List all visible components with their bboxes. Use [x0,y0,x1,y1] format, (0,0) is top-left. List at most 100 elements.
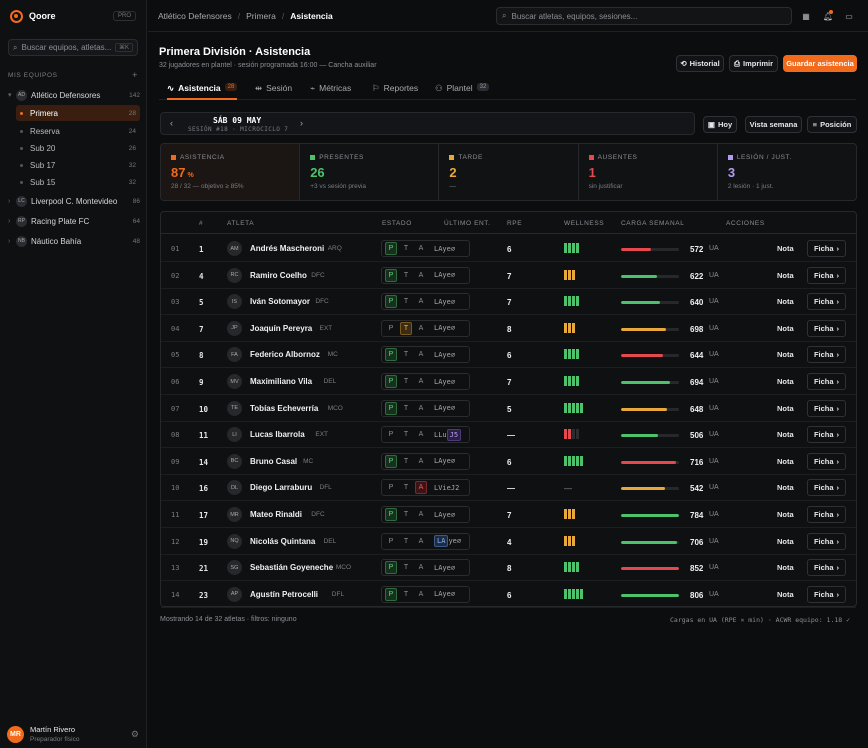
state-p-toggle[interactable]: P [388,484,394,492]
athlete-name[interactable]: Bruno Casal [250,456,298,466]
attendance-state-selector[interactable]: P T A LVie J2 [381,479,470,497]
chat-icon[interactable]: ▭ [845,11,853,21]
nota-button[interactable]: Nota [777,350,794,360]
sidebar-search-input[interactable]: ⌕ Buscar equipos, atletas... ⌘K [8,39,138,56]
state-t-toggle[interactable]: T [403,484,409,492]
state-a-toggle[interactable]: A [418,431,424,439]
state-p-toggle[interactable]: P [385,454,397,468]
global-search-input[interactable]: ⌕ Buscar atletas, equipos, sesiones... [496,7,792,25]
state-t-toggle[interactable]: T [403,537,409,545]
state-t-toggle[interactable]: T [403,564,409,572]
state-t-toggle[interactable]: T [403,245,409,252]
nota-button[interactable]: Nota [777,244,794,253]
state-a-toggle[interactable]: A [418,537,424,545]
sidebar-team-item[interactable]: › NB Náutico Bahía 48 [8,234,140,248]
ficha-button[interactable]: Ficha › [807,346,846,364]
state-p-toggle[interactable]: P [385,268,397,282]
ficha-button[interactable]: Ficha › [807,426,846,444]
table-row[interactable]: 06 9 MV Maximiliano Vila DEL P T A LAye∅ 7 … [161,368,856,395]
table-row[interactable]: 01 1 AM Andrés Mascheroni ARQ P T A LAye∅ 6… [161,235,856,262]
guardar-asistencia-button[interactable]: Guardar asistencia [783,55,857,72]
ficha-button[interactable]: Ficha › [807,506,846,523]
athlete-name[interactable]: Mateo Rinaldi [250,510,303,519]
sidebar-subteam-item[interactable]: Sub 15 32 [16,174,140,190]
state-p-toggle[interactable]: P [388,431,394,439]
athlete-name[interactable]: Maximiliano Vila [250,377,313,386]
ficha-button[interactable]: Ficha › [807,559,846,577]
chevron-right-icon[interactable]: › [300,118,303,128]
user-profile[interactable]: MR Martín Rivero Preparador físico ⚙ [7,724,139,744]
tab-reportes[interactable]: ⚐ Reportes [372,83,419,93]
state-t-toggle[interactable]: T [403,511,409,518]
nota-button[interactable]: Nota [777,483,794,493]
state-p-toggle[interactable]: P [388,324,394,332]
ficha-button[interactable]: Ficha › [807,373,846,390]
state-a-toggle[interactable]: A [418,324,424,332]
brand[interactable]: Qoore PRO [10,8,136,24]
ficha-button[interactable]: Ficha › [807,399,846,417]
state-p-toggle[interactable]: P [385,508,397,521]
sidebar-subteam-item[interactable]: Sub 17 32 [16,157,140,173]
ficha-button[interactable]: Ficha › [807,266,846,284]
sidebar-subteam-item[interactable]: Sub 20 26 [16,140,140,156]
athlete-name[interactable]: Tobías Echeverría [250,403,319,413]
state-t-toggle[interactable]: T [403,431,409,439]
state-a-toggle[interactable]: A [415,481,427,495]
sidebar-team-item[interactable]: › LC Liverpool C. Montevideo 86 [8,194,140,208]
state-p-toggle[interactable]: P [385,242,397,255]
athlete-name[interactable]: Sebastián Goyeneche [250,563,334,573]
nota-button[interactable]: Nota [777,589,794,599]
ficha-button[interactable]: Ficha › [807,585,846,603]
state-a-toggle[interactable]: A [418,511,424,518]
state-a-toggle[interactable]: A [418,378,424,385]
state-t-toggle[interactable]: T [403,457,409,465]
state-p-toggle[interactable]: P [385,348,397,362]
table-row[interactable]: 04 7 JP Joaquín Pereyra EXT P T A LAye∅ 8 6… [161,315,856,342]
ficha-button[interactable]: Ficha › [807,293,846,311]
breadcrumb-team[interactable]: Atlético Defensores [158,11,232,21]
state-t-toggle[interactable]: T [403,351,409,359]
historial-button[interactable]: ⟲ Historial [676,55,724,72]
nota-button[interactable]: Nota [777,563,794,573]
table-row[interactable]: 14 23 AP Agustín Petrocelli DFL P T A LAye∅… [161,581,856,608]
tab-metricas[interactable]: ⌁ Métricas [310,83,352,93]
table-row[interactable]: 07 10 TE Tobías Echeverría MCO P T A LAye∅ … [161,395,856,422]
nota-button[interactable]: Nota [777,270,794,280]
table-row[interactable]: 02 4 RC Ramiro Coelho DFC P T A LAye∅ 7 622… [161,262,856,289]
table-row[interactable]: 11 17 MR Mateo Rinaldi DFC P T A LAye∅ 7 78… [161,501,856,528]
state-a-toggle[interactable]: A [418,404,424,412]
table-row[interactable]: 08 11 LI Lucas Ibarrola EXT P T A LLu J5 — 5… [161,421,856,449]
ficha-button[interactable]: Ficha › [807,452,846,470]
table-row[interactable]: 05 8 FA Federico Albornoz MC P T A LAye∅ 6 … [161,341,856,369]
table-row[interactable]: 09 14 BC Bruno Casal MC P T A LAye∅ 6 716 U… [161,448,856,475]
nota-button[interactable]: Nota [777,510,794,519]
ficha-button[interactable]: Ficha › [807,319,846,337]
athlete-name[interactable]: Nicolás Quintana [250,536,316,546]
athlete-name[interactable]: Federico Albornoz [250,350,320,360]
state-p-toggle[interactable]: P [385,401,397,415]
gear-icon[interactable]: ⚙ [130,728,139,739]
ficha-button[interactable]: Ficha › [807,479,846,497]
ficha-button[interactable]: Ficha › [807,532,846,550]
nota-button[interactable]: Nota [777,323,794,333]
vista-semana-button[interactable]: Vista semana [745,116,802,133]
table-row[interactable]: 03 5 IS Iván Sotomayor DFC P T A LAye∅ 7 64… [161,288,856,316]
attendance-state-selector[interactable]: P T A LLu J5 [381,426,470,444]
state-a-toggle[interactable]: A [418,564,424,572]
imprimir-button[interactable]: ⎙ Imprimir [729,55,778,72]
state-a-toggle[interactable]: A [418,457,424,465]
state-t-toggle[interactable]: T [403,298,409,306]
state-a-toggle[interactable]: A [418,351,424,359]
table-row[interactable]: 12 19 NQ Nicolás Quintana DEL P T A LA ye∅ 4… [161,528,856,555]
state-a-toggle[interactable]: A [418,590,424,598]
add-team-icon[interactable]: + [132,70,138,80]
nota-button[interactable]: Nota [777,430,794,440]
nota-button[interactable]: Nota [777,297,794,307]
athlete-name[interactable]: Andrés Mascheroni [250,244,325,253]
